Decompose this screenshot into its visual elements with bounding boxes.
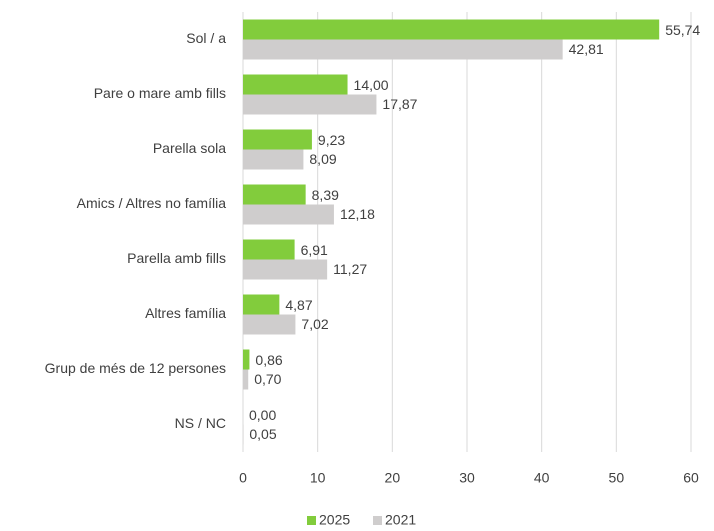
y-tick-label: Amics / Altres no família [77,195,227,211]
legend-label: 2025 [319,512,350,528]
y-tick-label: Sol / a [186,30,226,46]
x-tick-label: 10 [310,470,326,486]
data-label: 4,87 [285,297,312,313]
bar [243,314,296,335]
data-label: 0,00 [249,407,276,423]
bar [243,94,377,115]
data-label: 17,87 [382,96,417,112]
x-tick-label: 20 [385,470,401,486]
bar [243,369,249,390]
x-tick-label: 30 [459,470,475,486]
data-label: 8,39 [312,187,339,203]
x-tick-label: 60 [683,470,699,486]
x-tick-label: 0 [239,470,247,486]
legend-swatch [373,516,382,525]
bar [243,19,660,40]
data-label: 55,74 [665,22,700,38]
y-tick-label: Altres família [145,305,226,321]
bar [243,239,295,260]
data-label: 7,02 [301,316,328,332]
data-label: 11,27 [333,261,367,277]
bar [243,184,306,205]
bar [243,74,348,95]
data-label: 12,18 [340,206,375,222]
data-label: 6,91 [301,242,328,258]
bar [243,149,304,170]
y-tick-label: Grup de més de 12 persones [45,360,226,376]
data-label: 8,09 [309,151,336,167]
y-tick-label: Parella sola [153,140,226,156]
legend-label: 2021 [385,512,416,528]
x-tick-label: 50 [609,470,625,486]
y-tick-label: Pare o mare amb fills [94,85,226,101]
data-label: 42,81 [569,41,604,57]
x-tick-label: 40 [534,470,550,486]
data-label: 14,00 [354,77,389,93]
bar [243,294,280,315]
y-tick-label: Parella amb fills [127,250,226,266]
bar [243,129,312,150]
bar [243,204,334,225]
legend-swatch [307,516,316,525]
y-tick-label: NS / NC [175,415,226,431]
data-label: 0,05 [249,426,276,442]
bar [243,39,563,60]
data-label: 0,86 [255,352,282,368]
data-label: 9,23 [318,132,345,148]
bar [243,349,250,370]
bar [243,259,328,280]
data-label: 0,70 [254,371,281,387]
